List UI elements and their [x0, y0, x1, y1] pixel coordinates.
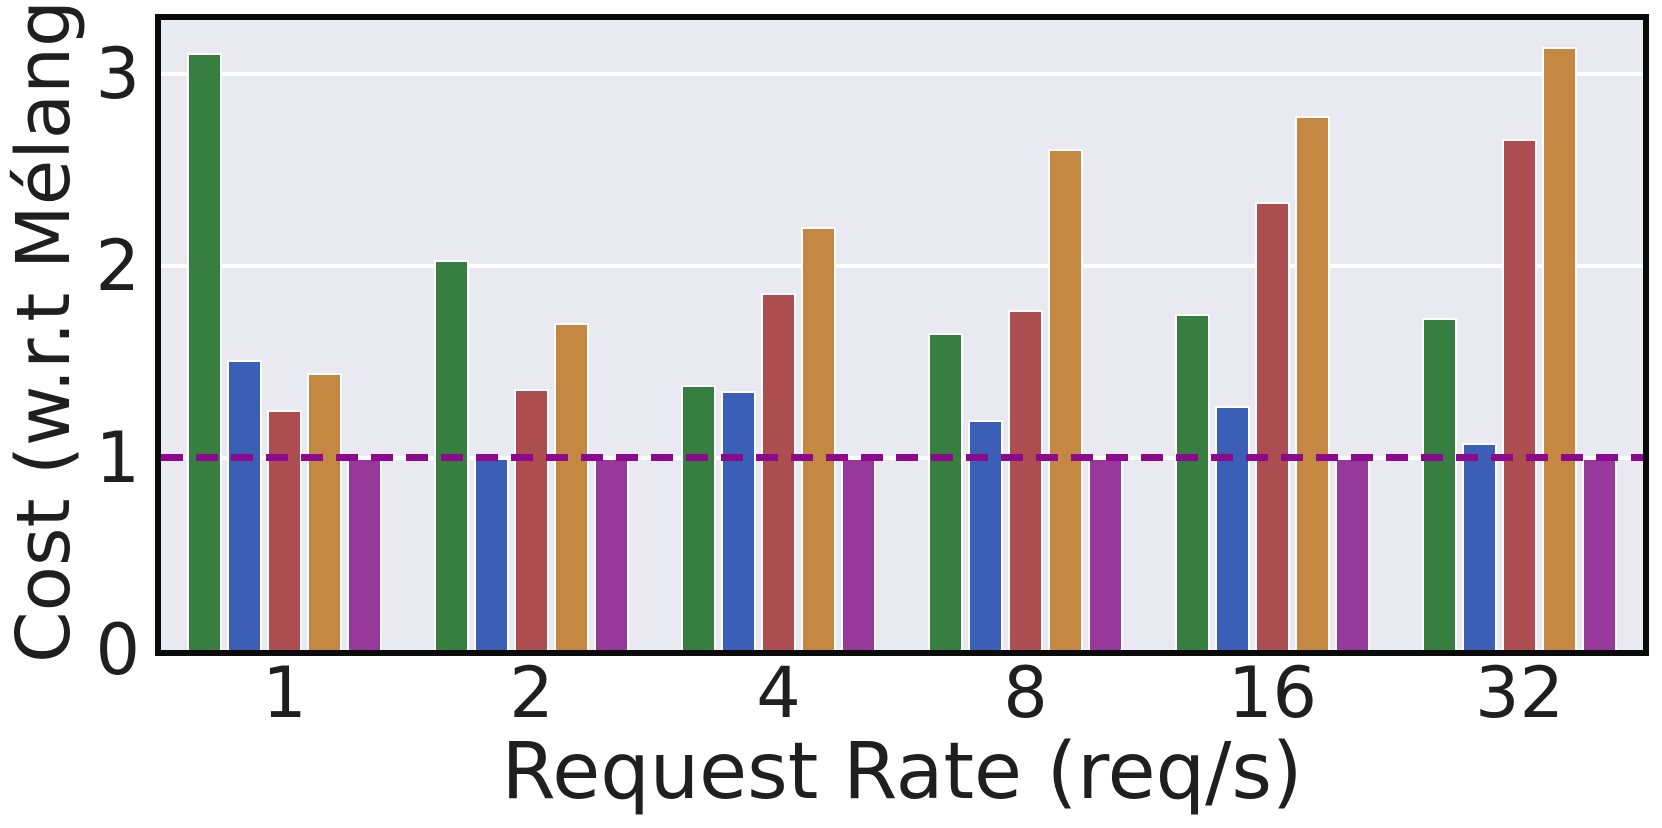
bar-orange-rate-32 [1542, 47, 1577, 650]
bar-red-rate-16 [1255, 202, 1290, 650]
x-tick-1: 1 [262, 652, 307, 734]
y-tick-0: 0 [95, 609, 140, 691]
bar-blue-rate-16 [1215, 406, 1250, 650]
bar-red-rate-2 [514, 389, 549, 650]
y-tick-3: 3 [95, 32, 140, 115]
bar-purple-rate-16 [1335, 458, 1370, 650]
x-tick-16: 16 [1227, 652, 1318, 734]
bar-orange-rate-1 [307, 373, 342, 650]
bar-orange-rate-16 [1295, 116, 1330, 650]
gridline-y2 [161, 263, 1643, 268]
bar-purple-rate-2 [594, 458, 629, 650]
y-tick-2: 2 [95, 224, 140, 307]
bar-green-rate-1 [187, 53, 222, 650]
bar-blue-rate-2 [474, 458, 509, 650]
x-tick-32: 32 [1474, 652, 1565, 734]
bar-blue-rate-32 [1462, 443, 1497, 650]
bar-orange-rate-4 [801, 227, 836, 650]
bar-red-rate-32 [1502, 139, 1537, 650]
bar-green-rate-16 [1175, 314, 1210, 650]
bar-orange-rate-8 [1048, 149, 1083, 650]
bar-purple-rate-4 [841, 458, 876, 650]
bar-blue-rate-1 [227, 360, 262, 650]
bar-orange-rate-2 [554, 323, 589, 650]
plot-area [155, 14, 1649, 656]
x-tick-2: 2 [509, 652, 554, 734]
bar-purple-rate-32 [1582, 458, 1617, 650]
bar-red-rate-4 [761, 293, 796, 650]
reference-line-cost-1 [161, 454, 1643, 462]
bar-red-rate-8 [1008, 310, 1043, 650]
bar-green-rate-32 [1422, 318, 1457, 650]
x-tick-8: 8 [1003, 652, 1048, 734]
x-axis-label: Request Rate (req/s) [501, 727, 1303, 817]
gridline-y3 [161, 71, 1643, 76]
bar-red-rate-1 [267, 410, 302, 650]
bar-green-rate-4 [681, 385, 716, 650]
bar-purple-rate-8 [1088, 458, 1123, 650]
bar-blue-rate-4 [721, 391, 756, 650]
y-tick-1: 1 [95, 416, 140, 499]
x-tick-4: 4 [756, 652, 801, 734]
bar-purple-rate-1 [347, 458, 382, 650]
bar-green-rate-8 [928, 333, 963, 650]
